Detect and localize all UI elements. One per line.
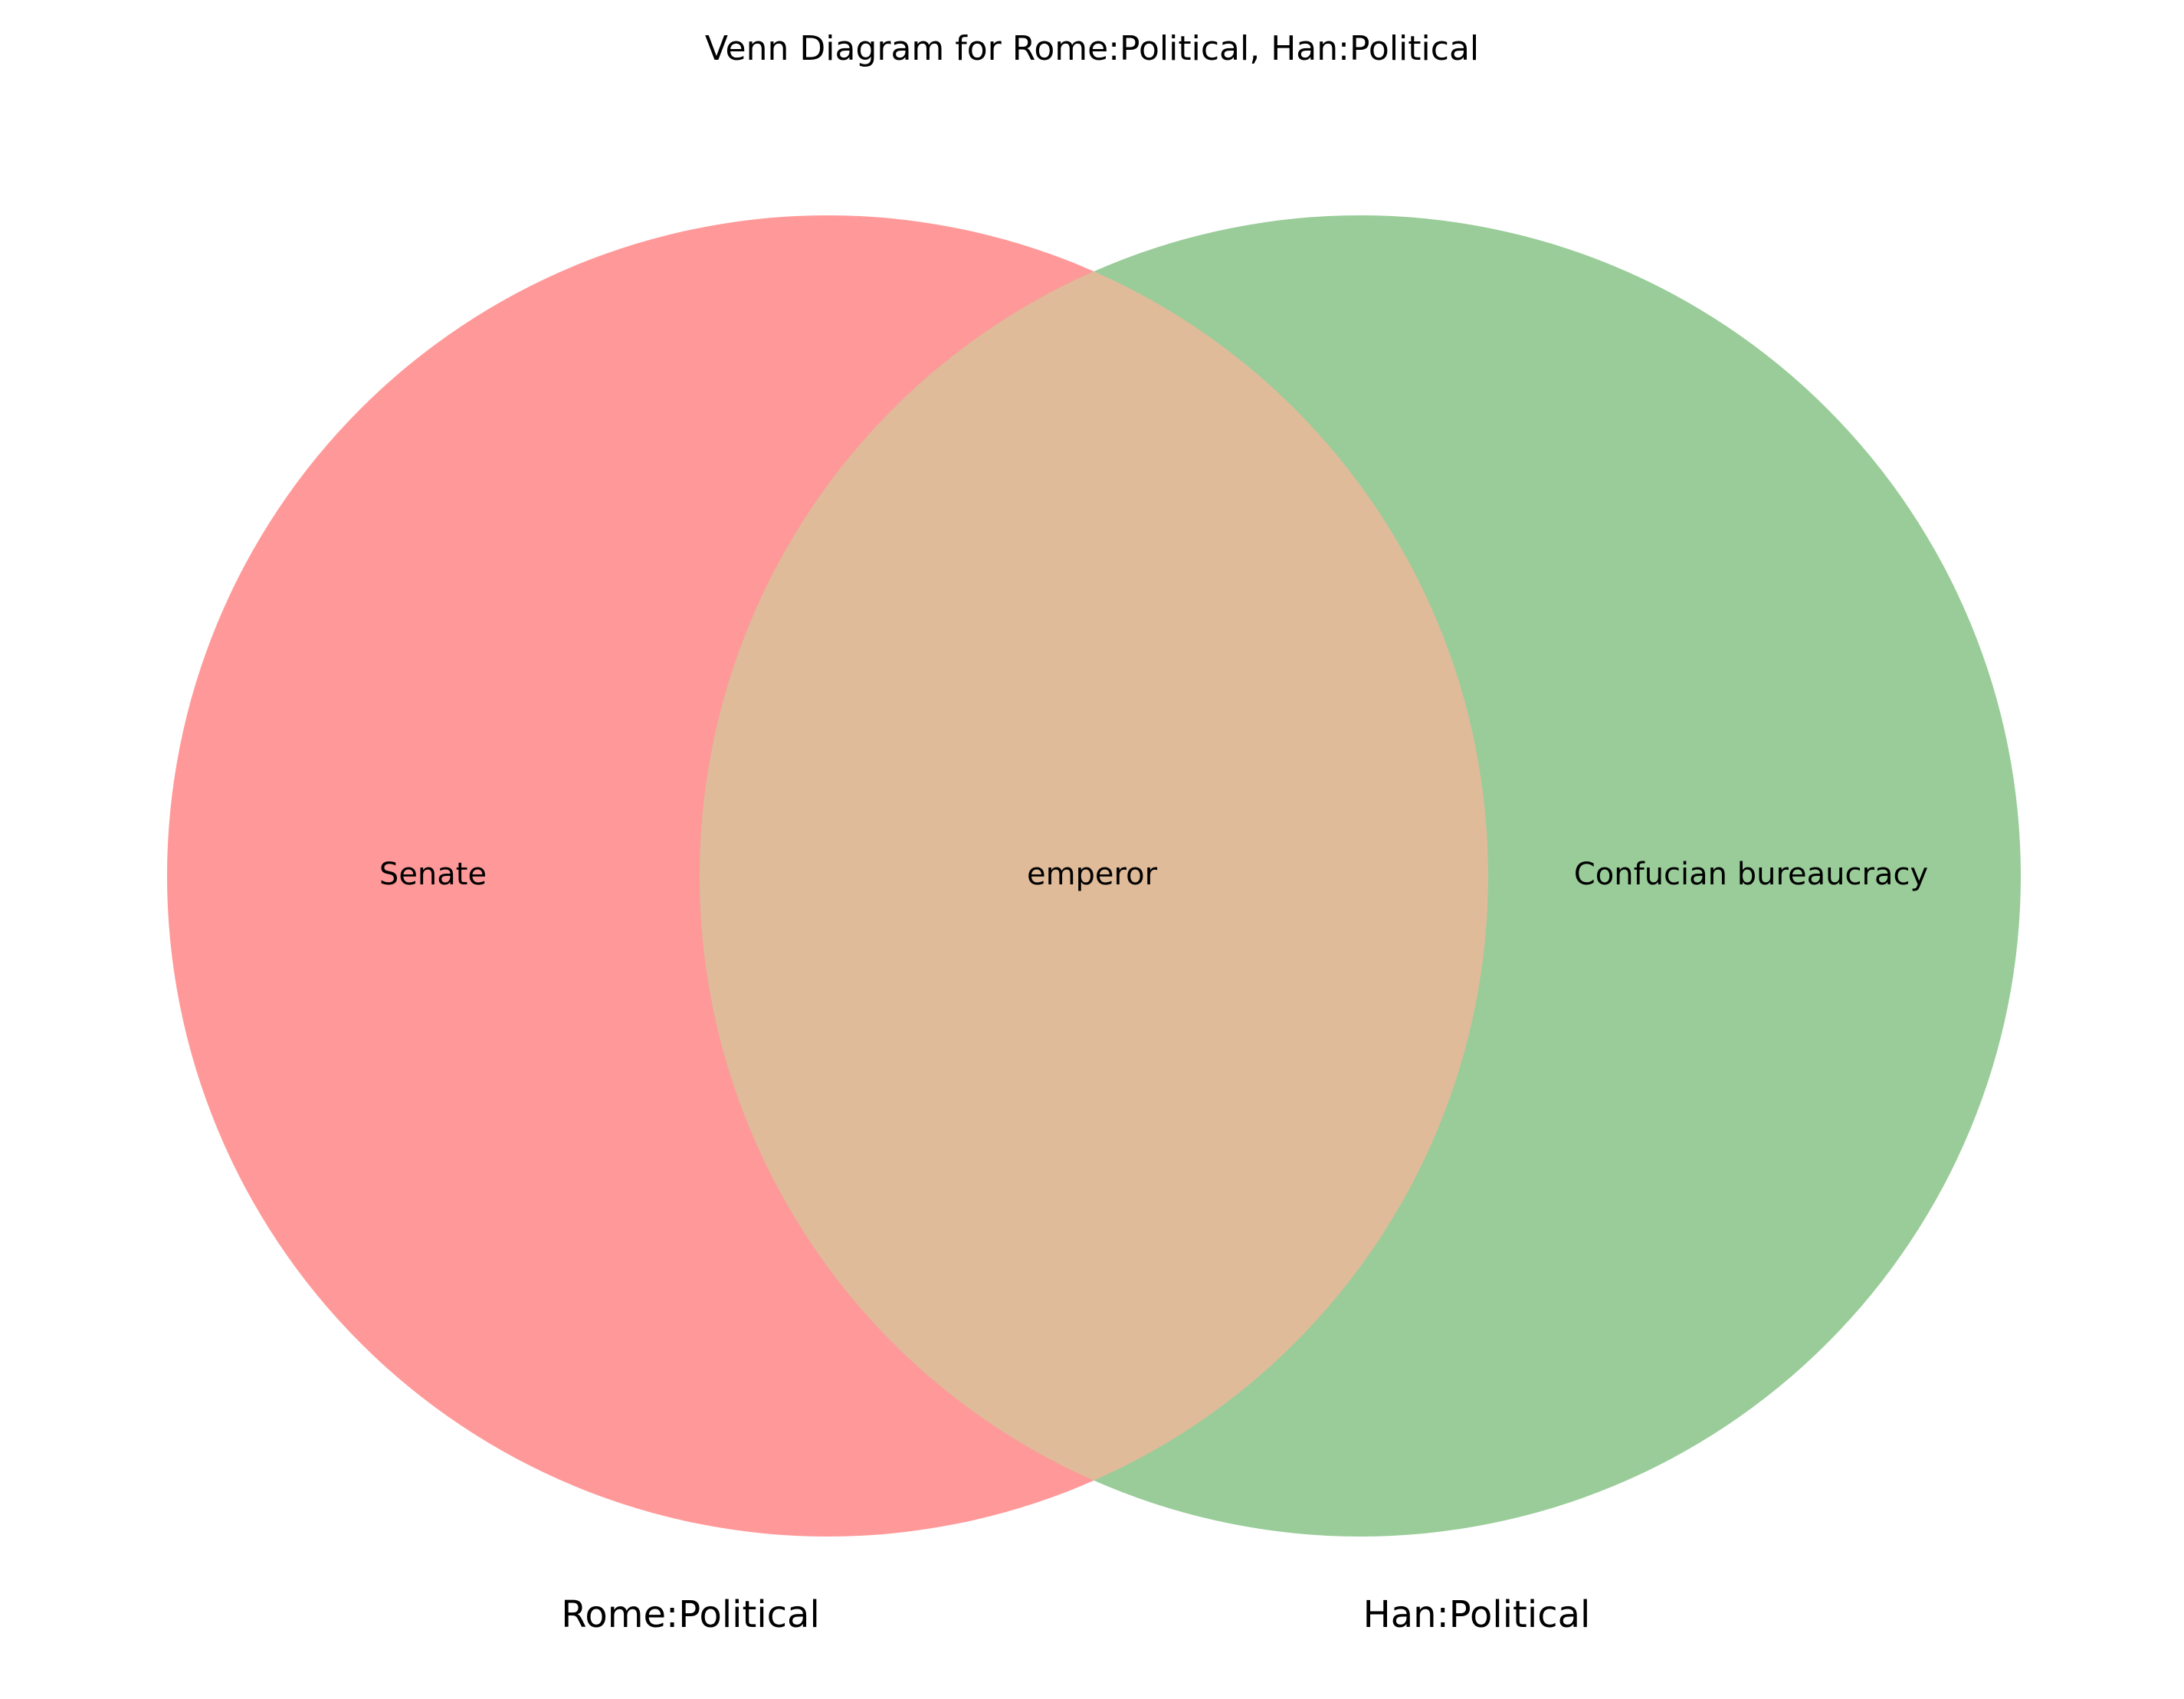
- set-label-rome-political: Rome:Political: [561, 1593, 820, 1636]
- intersection-region: [700, 215, 1488, 1537]
- region-label-intersection: emperor: [1027, 857, 1158, 892]
- region-label-han-only: Confucian bureaucracy: [1574, 857, 1928, 892]
- region-label-rome-only: Senate: [379, 857, 487, 892]
- diagram-title: Venn Diagram for Rome:Political, Han:Pol…: [705, 29, 1479, 68]
- set-label-han-political: Han:Political: [1363, 1593, 1591, 1636]
